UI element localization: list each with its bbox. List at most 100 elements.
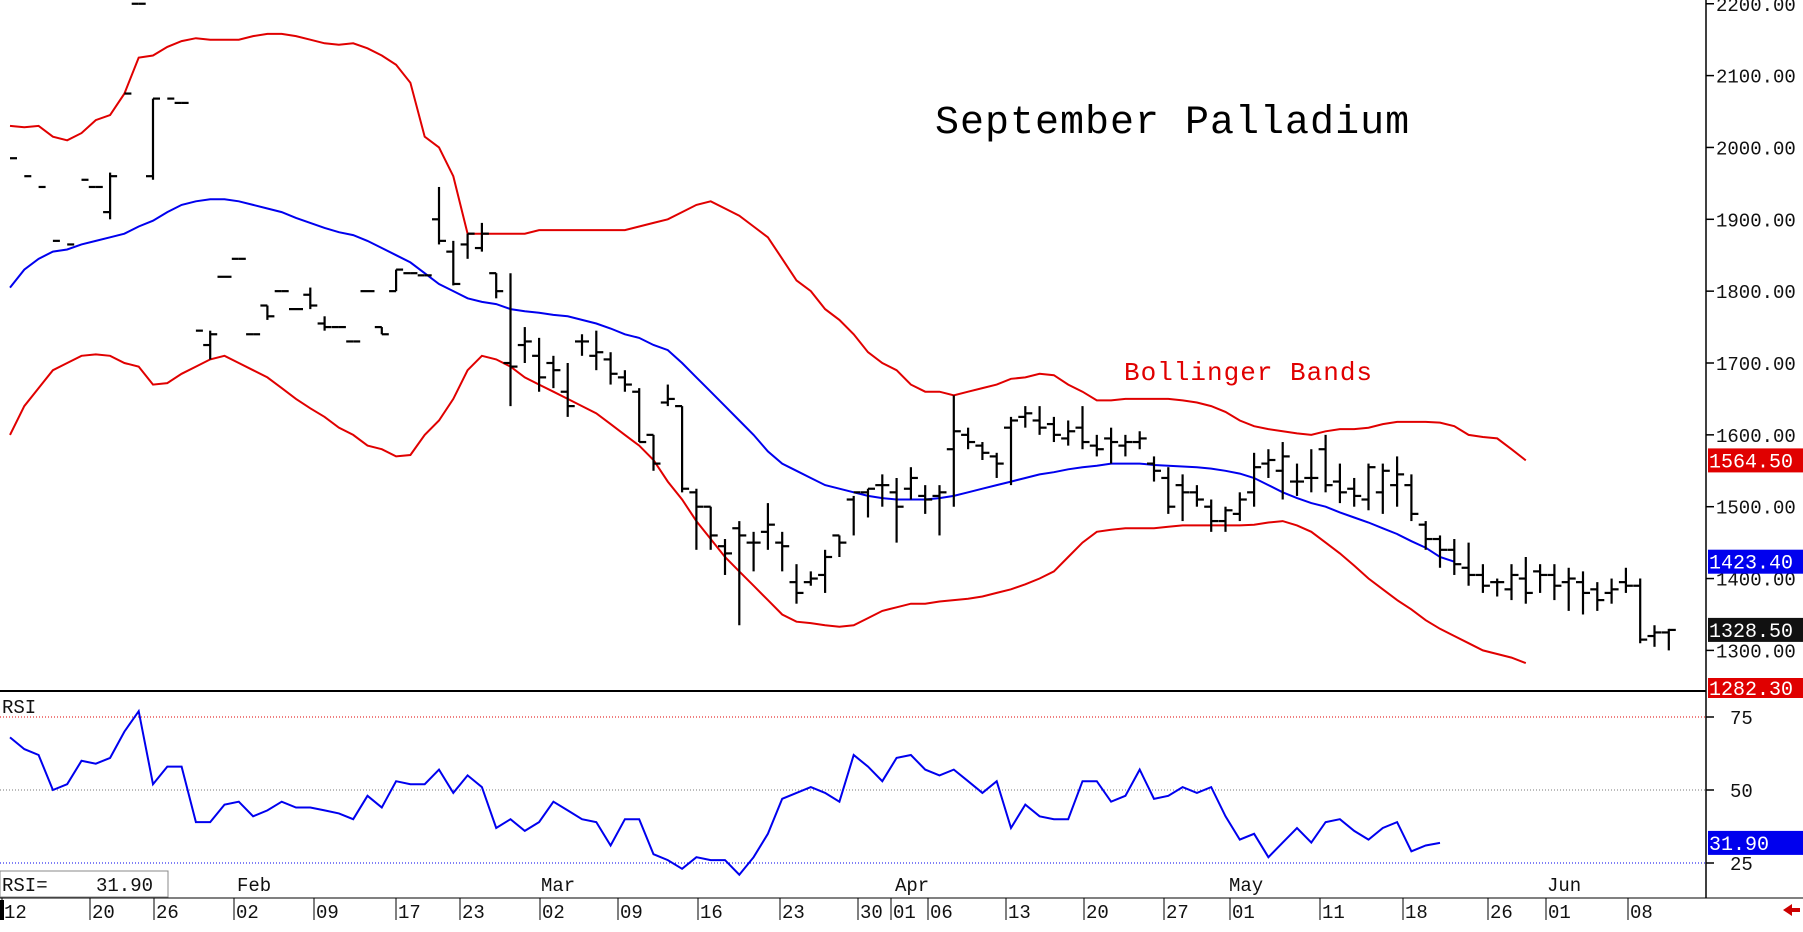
ohlc-bar <box>1404 474 1419 522</box>
x-day-label: 01 <box>1548 902 1571 924</box>
ohlc-bar <box>689 488 704 550</box>
ohlc-bar <box>1518 556 1533 604</box>
price-tick-label: 1600.00 <box>1716 426 1796 448</box>
ohlc-bar <box>1661 628 1676 651</box>
ohlc-bar <box>1332 463 1347 504</box>
x-day-label: 08 <box>1630 902 1653 924</box>
ohlc-bar <box>1490 578 1505 597</box>
scroll-right-arrow-icon[interactable] <box>1783 904 1800 916</box>
price-panel-frame <box>0 0 1803 899</box>
upper-band-badge <box>1708 448 1803 473</box>
ohlc-bar <box>1104 427 1119 464</box>
ohlc-bar <box>961 427 976 450</box>
ohlc-bar <box>374 325 389 336</box>
x-day-label: 17 <box>398 902 421 924</box>
x-day-label: 09 <box>316 902 339 924</box>
ohlc-bar <box>603 352 618 385</box>
upper-band-line <box>9 32 1527 462</box>
ohlc-bar <box>617 370 632 392</box>
x-day-label: 16 <box>700 902 723 924</box>
ohlc-bar <box>1418 521 1433 550</box>
ohlc-bar <box>746 531 761 572</box>
price-tick-label: 1700.00 <box>1716 354 1796 376</box>
price-tick-label: 1800.00 <box>1716 282 1796 304</box>
ohlc-bar <box>474 222 489 252</box>
ohlc-bar <box>1461 542 1476 586</box>
ohlc-bar <box>1361 463 1376 511</box>
ohlc-bar <box>861 487 875 518</box>
middle-band-badge <box>1708 549 1803 574</box>
ohlc-bar <box>460 232 475 259</box>
ohlc-bar <box>889 477 904 543</box>
price-tick-label: 1900.00 <box>1716 210 1796 232</box>
ohlc-bar <box>1089 434 1104 457</box>
ohlc-bar <box>660 384 675 407</box>
ohlc-bar <box>532 337 547 392</box>
ohlc-bar <box>260 304 275 320</box>
rsi-badge <box>1708 830 1803 855</box>
ohlc-bar <box>1390 456 1405 507</box>
price-tick-label: 2100.00 <box>1716 67 1796 89</box>
lower-band-badge <box>1708 678 1803 698</box>
x-day-label: 13 <box>1008 902 1031 924</box>
ohlc-bar <box>1261 449 1276 478</box>
ohlc-bar <box>1590 582 1605 611</box>
upper-band-badge-value: 1564.50 <box>1709 451 1793 474</box>
ohlc-bar <box>1218 506 1233 532</box>
ohlc-bar <box>1547 564 1562 601</box>
rsi-readout: RSI= 31.90 <box>0 870 169 898</box>
ohlc-bar <box>718 539 732 575</box>
price-tick-label: 2000.00 <box>1716 138 1796 160</box>
x-month-label: Mar <box>541 875 575 897</box>
ohlc-bar <box>1204 499 1219 532</box>
ohlc-bar <box>1175 474 1190 522</box>
rsi-line <box>9 708 1441 877</box>
ohlc-bar <box>1032 406 1047 435</box>
ohlc-bar <box>1189 485 1204 507</box>
ohlc-bar <box>1018 406 1033 428</box>
ohlc-bar <box>1132 431 1147 450</box>
ohlc-bar <box>875 474 890 507</box>
ohlc-bar <box>646 433 661 471</box>
ohlc-bar <box>918 485 933 514</box>
ohlc-bar <box>703 505 718 550</box>
ohlc-bar <box>760 503 775 550</box>
x-day-label: 18 <box>1405 902 1428 924</box>
ohlc-bar <box>975 442 990 460</box>
x-month-label: Apr <box>895 875 929 897</box>
x-day-label: 26 <box>1490 902 1513 924</box>
ohlc-bars <box>10 2 1676 651</box>
x-day-label: 20 <box>92 902 115 924</box>
x-day-label: 23 <box>462 902 485 924</box>
ohlc-bar <box>1375 463 1390 514</box>
rsi-readout-label: RSI= <box>2 875 48 897</box>
scroll-left-marker[interactable] <box>0 900 4 920</box>
x-day-label: 11 <box>1322 902 1345 924</box>
price-tick-label: 1400.00 <box>1716 570 1796 592</box>
ohlc-bar <box>818 549 833 593</box>
ohlc-bar <box>103 172 118 220</box>
x-month-label: May <box>1229 875 1263 897</box>
x-day-label: 12 <box>4 902 27 924</box>
ohlc-bar <box>789 564 804 604</box>
x-day-label: 23 <box>782 902 805 924</box>
x-day-label: 20 <box>1086 902 1109 924</box>
x-month-label: Feb <box>237 875 271 897</box>
ohlc-bar <box>1232 492 1247 522</box>
ohlc-bar <box>846 491 861 536</box>
ohlc-bar <box>632 388 647 444</box>
ohlc-bar <box>1604 578 1619 604</box>
lower-band-badge-value: 1282.30 <box>1709 679 1793 702</box>
ohlc-bar <box>303 287 318 310</box>
ohlc-bar <box>1647 625 1662 647</box>
x-day-label: 02 <box>542 902 565 924</box>
ohlc-bar <box>932 485 947 536</box>
price-tick-label: 2200.00 <box>1716 0 1796 17</box>
rsi-reference-lines <box>0 716 1706 864</box>
ohlc-bar <box>1504 564 1519 601</box>
ohlc-bar <box>1533 564 1548 593</box>
ohlc-bar <box>1576 571 1590 615</box>
